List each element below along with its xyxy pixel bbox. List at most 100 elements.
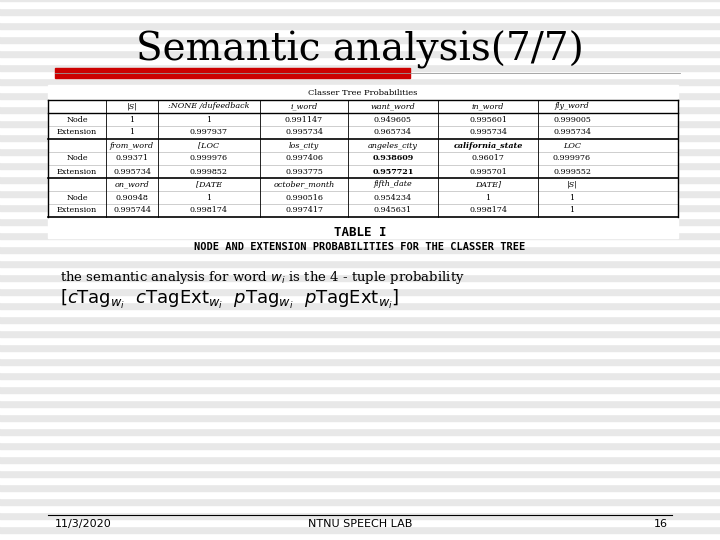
Text: TABLE I: TABLE I [334,226,386,240]
Bar [0,533,720,540]
Bar [0,253,720,260]
Bar [0,484,720,491]
Bar [0,337,720,344]
Bar [0,344,720,351]
Bar [0,372,720,379]
Text: in_word: in_word [472,103,504,111]
Text: on_word: on_word [114,180,149,188]
Text: 0.991147: 0.991147 [285,116,323,124]
Text: :NONE /dufeedback: :NONE /dufeedback [168,103,250,111]
Bar [0,505,720,512]
Bar [0,99,720,106]
Bar [0,309,720,316]
Text: 0.999005: 0.999005 [553,116,591,124]
Text: 0.957721: 0.957721 [372,167,414,176]
Bar [0,176,720,183]
Bar [0,351,720,358]
Bar [0,456,720,463]
Text: 1: 1 [485,193,490,201]
Bar [0,22,720,29]
Bar [0,267,720,274]
Bar [0,442,720,449]
Text: 0.949605: 0.949605 [374,116,412,124]
Text: 1: 1 [207,116,212,124]
Bar [0,169,720,176]
Bar [0,71,720,78]
Bar [0,225,720,232]
Text: 0.99371: 0.99371 [115,154,148,163]
Text: Node: Node [66,116,88,124]
Text: 0.995734: 0.995734 [285,129,323,137]
Text: DATE]: DATE] [475,180,501,188]
Text: Extension: Extension [57,206,97,214]
Bar [0,498,720,505]
Bar [0,260,720,267]
Text: los_city: los_city [289,141,319,150]
Text: |S|: |S| [127,103,138,111]
Text: angeles_city: angeles_city [368,141,418,150]
Bar [0,512,720,519]
Text: 0.995734: 0.995734 [553,129,591,137]
Bar [0,323,720,330]
Bar [48,85,678,238]
Text: 0.999976: 0.999976 [190,154,228,163]
Text: california_state: california_state [454,141,523,150]
Bar [55,68,410,78]
Text: from_word: from_word [110,141,154,150]
Bar [0,295,720,302]
Text: 0.995734: 0.995734 [113,167,151,176]
Bar [0,148,720,155]
Bar [0,274,720,281]
Bar [0,1,720,8]
Text: Classer Tree Probabilities: Classer Tree Probabilities [308,89,418,97]
Bar [0,239,720,246]
Bar [0,15,720,22]
Text: 16: 16 [654,519,668,529]
Bar [0,78,720,85]
Text: 0.999552: 0.999552 [553,167,591,176]
Text: Node: Node [66,193,88,201]
Bar [0,526,720,533]
Bar [0,400,720,407]
Bar [0,288,720,295]
Bar [0,246,720,253]
Text: 0.90948: 0.90948 [116,193,148,201]
Bar [0,50,720,57]
Bar [0,155,720,162]
Bar [0,379,720,386]
Text: 1: 1 [130,129,135,137]
Bar [0,85,720,92]
Bar [0,407,720,414]
Bar [0,449,720,456]
Text: 1: 1 [570,206,575,214]
Text: 0.997417: 0.997417 [285,206,323,214]
Text: 0.995701: 0.995701 [469,167,507,176]
Text: fly_word: fly_word [554,103,590,111]
Text: NODE AND EXTENSION PROBABILITIES FOR THE CLASSER TREE: NODE AND EXTENSION PROBABILITIES FOR THE… [194,242,526,252]
Bar [0,393,720,400]
Text: 0.96017: 0.96017 [472,154,505,163]
Bar [0,190,720,197]
Text: $[\mathit{c}\mathrm{Tag}_{w_i}\ \ \mathit{c}\mathrm{TagExt}_{w_i}\ \ \mathit{p}\: $[\mathit{c}\mathrm{Tag}_{w_i}\ \ \mathi… [60,287,400,310]
Bar [0,57,720,64]
Bar [0,211,720,218]
Bar [0,316,720,323]
Bar [0,8,720,15]
Bar [0,302,720,309]
Bar [0,519,720,526]
Text: |S|: |S| [567,180,577,188]
Bar [0,386,720,393]
Bar [0,358,720,365]
Text: 0.995734: 0.995734 [469,129,507,137]
Text: 0.997937: 0.997937 [190,129,228,137]
Text: Semantic analysis(7/7): Semantic analysis(7/7) [136,31,584,69]
Text: 0.995744: 0.995744 [113,206,151,214]
Bar [0,421,720,428]
Bar [0,92,720,99]
Text: want_word: want_word [371,103,415,111]
Bar [0,0,720,1]
Text: 0.990516: 0.990516 [285,193,323,201]
Text: 0.998174: 0.998174 [190,206,228,214]
Text: 1: 1 [207,193,212,201]
Text: LOC: LOC [563,141,581,150]
